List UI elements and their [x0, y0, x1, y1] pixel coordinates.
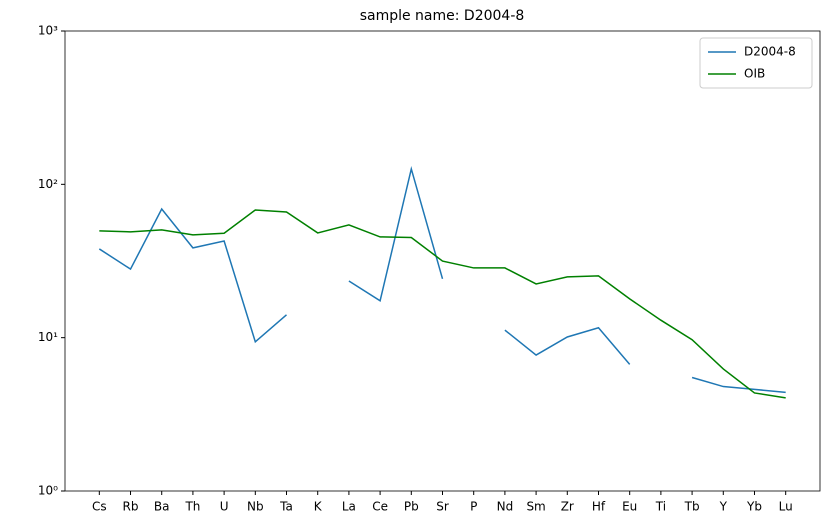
x-tick-label: Y — [719, 500, 728, 514]
series-line — [99, 209, 786, 399]
x-tick-label: Ti — [655, 500, 666, 514]
x-tick-label: Th — [184, 500, 200, 514]
x-tick-label: Ta — [279, 500, 293, 514]
legend-box — [699, 37, 813, 89]
series-line — [691, 376, 786, 394]
x-tick-label: Hf — [592, 500, 606, 514]
x-tick-label: U — [220, 500, 229, 514]
series-line — [348, 165, 444, 302]
x-tick-label: Nd — [497, 500, 514, 514]
y-tick-label: 10² — [38, 177, 58, 191]
x-tick-label: Zr — [561, 500, 574, 514]
x-tick-label: P — [470, 500, 477, 514]
x-tick-label: Eu — [622, 500, 637, 514]
x-tick-label: Yb — [746, 500, 762, 514]
x-tick-label: Sm — [526, 500, 545, 514]
x-tick-label: K — [314, 500, 323, 514]
x-tick-label: Cs — [92, 500, 107, 514]
y-tick-label: 10³ — [38, 24, 58, 38]
y-tick-label: 10⁰ — [38, 484, 58, 498]
series-line — [98, 207, 287, 344]
x-tick-label: Rb — [123, 500, 139, 514]
x-tick-label: Sr — [436, 500, 449, 514]
x-tick-label: Nb — [247, 500, 264, 514]
chart-title: sample name: D2004-8 — [360, 8, 525, 24]
x-tick-label: Ba — [154, 500, 170, 514]
x-tick-label: Tb — [684, 500, 700, 514]
legend-label: OIB — [744, 67, 765, 81]
x-tick-label: Ce — [372, 500, 388, 514]
x-tick-label: Pb — [404, 500, 419, 514]
x-tick-label: Lu — [779, 500, 793, 514]
series-line — [504, 326, 631, 365]
x-tick-label: La — [342, 500, 356, 514]
y-tick-label: 10¹ — [38, 330, 58, 344]
legend-label: D2004-8 — [744, 45, 796, 59]
